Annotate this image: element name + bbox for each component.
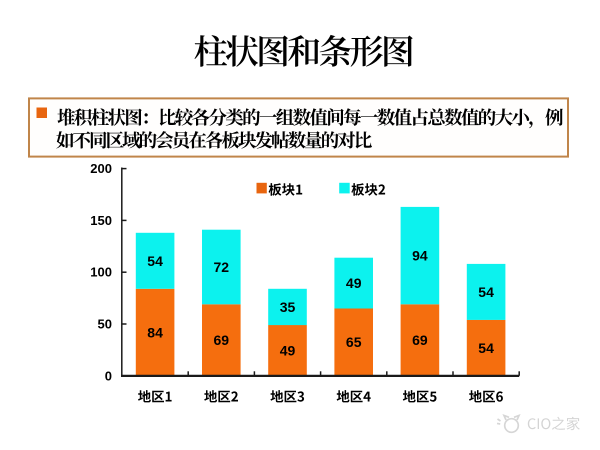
svg-text:94: 94 (412, 248, 428, 264)
svg-text:50: 50 (98, 317, 112, 332)
svg-text:54: 54 (478, 340, 494, 356)
svg-text:72: 72 (214, 259, 230, 275)
svg-text:69: 69 (412, 332, 428, 348)
svg-text:54: 54 (478, 284, 494, 300)
svg-text:100: 100 (90, 265, 112, 280)
svg-text:35: 35 (280, 299, 296, 315)
svg-text:150: 150 (90, 213, 112, 228)
svg-text:200: 200 (90, 161, 112, 176)
svg-text:0: 0 (105, 368, 112, 383)
svg-text:49: 49 (280, 342, 296, 358)
svg-text:84: 84 (147, 324, 163, 340)
svg-text:49: 49 (346, 275, 362, 291)
svg-text:54: 54 (147, 253, 163, 269)
svg-text:69: 69 (214, 332, 230, 348)
svg-text:65: 65 (346, 334, 362, 350)
